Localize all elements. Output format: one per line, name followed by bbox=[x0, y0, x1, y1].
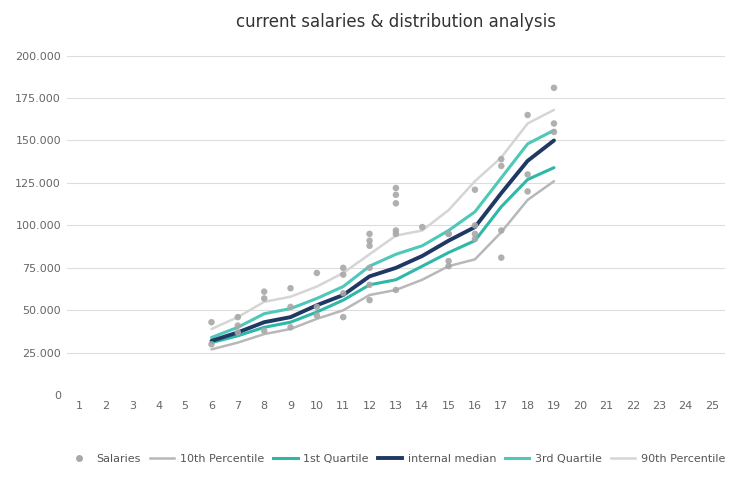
Point bbox=[495, 155, 507, 163]
Point bbox=[311, 303, 323, 311]
Point bbox=[363, 242, 375, 250]
Point bbox=[495, 162, 507, 170]
Point bbox=[522, 187, 534, 195]
Point bbox=[258, 327, 270, 335]
Point bbox=[258, 288, 270, 295]
Point bbox=[443, 257, 454, 265]
Point bbox=[469, 230, 481, 238]
Point bbox=[443, 230, 454, 238]
Point bbox=[311, 311, 323, 319]
Point bbox=[311, 269, 323, 277]
Point bbox=[285, 303, 297, 311]
Point bbox=[548, 120, 560, 127]
Point bbox=[337, 313, 349, 321]
Point bbox=[285, 323, 297, 331]
Point bbox=[443, 230, 454, 238]
Point bbox=[363, 281, 375, 289]
Point bbox=[469, 222, 481, 229]
Point bbox=[232, 329, 243, 336]
Point bbox=[206, 318, 218, 326]
Point bbox=[363, 237, 375, 244]
Point bbox=[285, 284, 297, 292]
Point bbox=[495, 227, 507, 234]
Point bbox=[522, 111, 534, 119]
Point bbox=[232, 322, 243, 330]
Point bbox=[363, 296, 375, 304]
Point bbox=[337, 264, 349, 272]
Point bbox=[337, 290, 349, 297]
Point bbox=[469, 235, 481, 243]
Point bbox=[258, 295, 270, 302]
Point bbox=[548, 84, 560, 92]
Point bbox=[390, 200, 402, 207]
Point bbox=[469, 186, 481, 194]
Point bbox=[390, 227, 402, 234]
Point bbox=[363, 264, 375, 272]
Title: current salaries & distribution analysis: current salaries & distribution analysis bbox=[236, 13, 556, 31]
Legend: Salaries, 10th Percentile, 1st Quartile, internal median, 3rd Quartile, 90th Per: Salaries, 10th Percentile, 1st Quartile,… bbox=[62, 449, 730, 468]
Point bbox=[206, 340, 218, 348]
Point bbox=[495, 254, 507, 262]
Point bbox=[443, 262, 454, 270]
Point bbox=[548, 128, 560, 136]
Point bbox=[390, 184, 402, 192]
Point bbox=[390, 286, 402, 294]
Point bbox=[390, 191, 402, 199]
Point bbox=[232, 313, 243, 321]
Point bbox=[363, 230, 375, 238]
Point bbox=[417, 223, 428, 231]
Point bbox=[522, 171, 534, 178]
Point bbox=[390, 230, 402, 238]
Point bbox=[337, 271, 349, 279]
